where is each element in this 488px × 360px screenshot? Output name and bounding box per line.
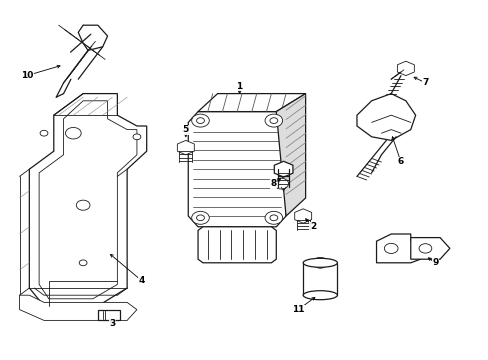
Text: 7: 7: [421, 78, 428, 87]
Circle shape: [133, 134, 141, 140]
Polygon shape: [198, 227, 276, 263]
Circle shape: [76, 200, 90, 210]
Circle shape: [191, 211, 209, 224]
Circle shape: [65, 127, 81, 139]
Circle shape: [40, 130, 48, 136]
Polygon shape: [397, 61, 413, 76]
Text: 1: 1: [236, 82, 242, 91]
Ellipse shape: [303, 258, 337, 267]
Polygon shape: [294, 209, 311, 223]
Text: 8: 8: [270, 179, 276, 188]
Polygon shape: [376, 234, 420, 263]
Circle shape: [79, 260, 87, 266]
Ellipse shape: [303, 291, 337, 300]
Polygon shape: [188, 112, 285, 227]
Polygon shape: [29, 94, 146, 306]
Text: 11: 11: [291, 305, 304, 314]
Circle shape: [312, 257, 327, 268]
Polygon shape: [198, 94, 305, 112]
Text: 9: 9: [431, 258, 438, 267]
Circle shape: [418, 244, 431, 253]
Polygon shape: [274, 161, 292, 177]
Text: 6: 6: [397, 157, 403, 166]
Circle shape: [264, 211, 282, 224]
Polygon shape: [20, 295, 137, 320]
Polygon shape: [276, 94, 305, 216]
Circle shape: [384, 243, 397, 253]
Circle shape: [196, 215, 204, 221]
Circle shape: [273, 178, 288, 189]
Polygon shape: [177, 140, 194, 155]
Text: 4: 4: [138, 276, 145, 285]
Circle shape: [196, 118, 204, 123]
Text: 10: 10: [20, 71, 33, 80]
Circle shape: [264, 114, 282, 127]
Polygon shape: [39, 101, 137, 299]
Polygon shape: [356, 94, 415, 140]
Circle shape: [191, 114, 209, 127]
Polygon shape: [410, 238, 449, 259]
Text: 3: 3: [109, 320, 115, 328]
Circle shape: [269, 118, 277, 123]
Circle shape: [269, 215, 277, 221]
Text: 2: 2: [309, 222, 315, 231]
Text: 5: 5: [183, 125, 188, 134]
Polygon shape: [98, 310, 120, 320]
